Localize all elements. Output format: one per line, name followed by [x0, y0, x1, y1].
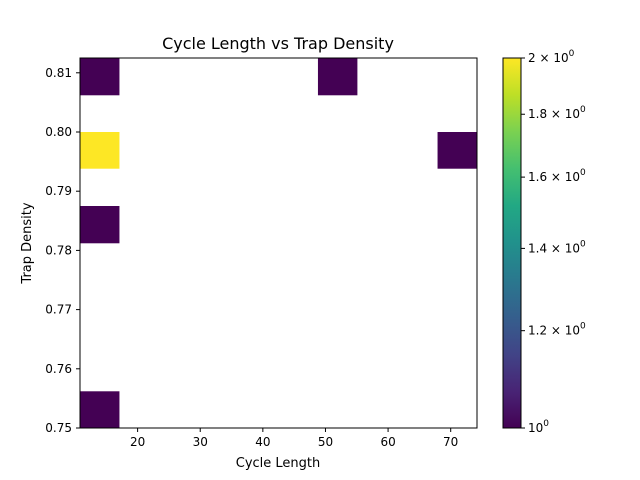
- chart-title: Cycle Length vs Trap Density: [162, 34, 394, 53]
- heatmap-cell: [80, 132, 120, 169]
- heatmap-cell: [437, 132, 477, 169]
- colorbar-tick-label: 1.4 × 100: [528, 239, 586, 255]
- x-tick-label: 40: [255, 435, 270, 449]
- heatmap-cell: [80, 58, 120, 96]
- x-tick-label: 20: [130, 435, 145, 449]
- x-tick-label: 30: [193, 435, 208, 449]
- colorbar: [502, 57, 522, 429]
- x-tick-label: 50: [318, 435, 333, 449]
- y-tick-label: 0.78: [45, 243, 72, 257]
- colorbar-tick-label: 1.6 × 100: [528, 168, 586, 184]
- x-tick-label: 70: [443, 435, 458, 449]
- heatmap-cell: [80, 391, 120, 428]
- x-axis-ticks: 20 30 40 50 60 70: [130, 428, 458, 449]
- y-axis-label: Trap Density: [20, 202, 35, 284]
- x-tick-label: 60: [380, 435, 395, 449]
- colorbar-tick-label: 1.2 × 100: [528, 322, 586, 338]
- y-axis-ticks: 0.75 0.76 0.77 0.78 0.79 0.80 0.81: [45, 66, 80, 435]
- y-tick-label: 0.80: [45, 125, 72, 139]
- y-tick-label: 0.81: [45, 66, 72, 80]
- plot-frame: [79, 57, 478, 429]
- heatmap-cell: [80, 206, 120, 244]
- y-tick-label: 0.77: [45, 303, 72, 317]
- colorbar-tick-label: 1.8 × 100: [528, 105, 586, 121]
- y-tick-label: 0.76: [45, 362, 72, 376]
- heatmap-cells: [80, 58, 477, 428]
- y-tick-label: 0.75: [45, 421, 72, 435]
- y-tick-label: 0.79: [45, 184, 72, 198]
- colorbar-ticks: 100 1.2 × 100 1.4 × 100 1.6 × 100 1.8 × 100 2…: [521, 49, 586, 435]
- x-axis-label: Cycle Length: [236, 456, 321, 471]
- colorbar-tick-label: 100: [528, 419, 549, 435]
- colorbar-tick-label: 2 × 100: [528, 49, 575, 65]
- heatmap-cell: [317, 58, 358, 96]
